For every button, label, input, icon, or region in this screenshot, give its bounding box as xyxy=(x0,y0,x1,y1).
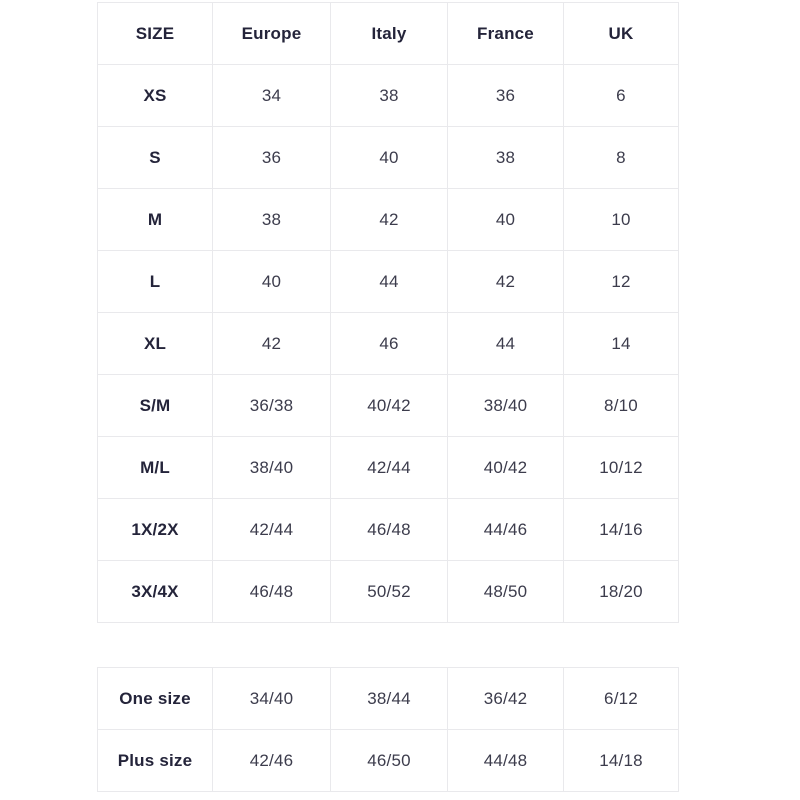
table-row: L 40 44 42 12 xyxy=(97,250,679,313)
cell-europe: 42 xyxy=(212,312,331,375)
table-body: One size 34/40 38/44 36/42 6/12 Plus siz… xyxy=(97,667,679,792)
cell-france: 44/46 xyxy=(447,498,564,561)
cell-italy: 40/42 xyxy=(330,374,448,437)
cell-europe: 36/38 xyxy=(212,374,331,437)
cell-uk: 6 xyxy=(563,64,679,127)
header-row: SIZE Europe Italy France UK xyxy=(97,2,679,65)
table-row: 1X/2X 42/44 46/48 44/46 14/16 xyxy=(97,498,679,561)
cell-europe: 36 xyxy=(212,126,331,189)
size-conversion-table: SIZE Europe Italy France UK XS 34 38 36 … xyxy=(97,2,679,623)
cell-uk: 10/12 xyxy=(563,436,679,499)
cell-italy: 46/48 xyxy=(330,498,448,561)
row-label-size: 3X/4X xyxy=(97,560,213,623)
cell-europe: 38 xyxy=(212,188,331,251)
cell-uk: 14 xyxy=(563,312,679,375)
cell-uk: 12 xyxy=(563,250,679,313)
cell-uk: 18/20 xyxy=(563,560,679,623)
cell-italy: 38/44 xyxy=(330,667,448,730)
cell-uk: 14/18 xyxy=(563,729,679,792)
table-body: XS 34 38 36 6 S 36 40 38 8 M 38 42 xyxy=(97,64,679,623)
column-header-france: France xyxy=(447,2,564,65)
row-label-size: XS xyxy=(97,64,213,127)
cell-italy: 44 xyxy=(330,250,448,313)
table-header: SIZE Europe Italy France UK xyxy=(97,2,679,65)
cell-europe: 40 xyxy=(212,250,331,313)
row-label-size: 1X/2X xyxy=(97,498,213,561)
row-label-size: S/M xyxy=(97,374,213,437)
column-header-europe: Europe xyxy=(212,2,331,65)
cell-uk: 8/10 xyxy=(563,374,679,437)
table-row: M 38 42 40 10 xyxy=(97,188,679,251)
cell-italy: 38 xyxy=(330,64,448,127)
table-row: XL 42 46 44 14 xyxy=(97,312,679,375)
cell-europe: 46/48 xyxy=(212,560,331,623)
table-row: Plus size 42/46 46/50 44/48 14/18 xyxy=(97,729,679,792)
row-label-one-size: One size xyxy=(97,667,213,730)
row-label-plus-size: Plus size xyxy=(97,729,213,792)
table-row: 3X/4X 46/48 50/52 48/50 18/20 xyxy=(97,560,679,623)
table-row: One size 34/40 38/44 36/42 6/12 xyxy=(97,667,679,730)
cell-europe: 42/44 xyxy=(212,498,331,561)
cell-europe: 42/46 xyxy=(212,729,331,792)
row-label-size: M/L xyxy=(97,436,213,499)
cell-france: 38 xyxy=(447,126,564,189)
cell-italy: 50/52 xyxy=(330,560,448,623)
cell-uk: 8 xyxy=(563,126,679,189)
one-size-plus-size-table: One size 34/40 38/44 36/42 6/12 Plus siz… xyxy=(97,667,679,792)
row-label-size: L xyxy=(97,250,213,313)
cell-europe: 34/40 xyxy=(212,667,331,730)
column-header-italy: Italy xyxy=(330,2,448,65)
table-row: XS 34 38 36 6 xyxy=(97,64,679,127)
cell-italy: 46/50 xyxy=(330,729,448,792)
cell-italy: 46 xyxy=(330,312,448,375)
cell-italy: 42/44 xyxy=(330,436,448,499)
cell-uk: 6/12 xyxy=(563,667,679,730)
cell-france: 40/42 xyxy=(447,436,564,499)
row-label-size: XL xyxy=(97,312,213,375)
cell-france: 36/42 xyxy=(447,667,564,730)
cell-france: 36 xyxy=(447,64,564,127)
cell-france: 42 xyxy=(447,250,564,313)
row-label-size: M xyxy=(97,188,213,251)
cell-france: 48/50 xyxy=(447,560,564,623)
cell-italy: 40 xyxy=(330,126,448,189)
cell-uk: 10 xyxy=(563,188,679,251)
column-header-size: SIZE xyxy=(97,2,213,65)
column-header-uk: UK xyxy=(563,2,679,65)
secondary-size-table-container: One size 34/40 38/44 36/42 6/12 Plus siz… xyxy=(97,667,679,792)
main-size-table-container: SIZE Europe Italy France UK XS 34 38 36 … xyxy=(97,2,679,623)
cell-france: 40 xyxy=(447,188,564,251)
cell-uk: 14/16 xyxy=(563,498,679,561)
cell-europe: 38/40 xyxy=(212,436,331,499)
table-row: S 36 40 38 8 xyxy=(97,126,679,189)
cell-europe: 34 xyxy=(212,64,331,127)
table-row: S/M 36/38 40/42 38/40 8/10 xyxy=(97,374,679,437)
cell-france: 44/48 xyxy=(447,729,564,792)
row-label-size: S xyxy=(97,126,213,189)
cell-france: 38/40 xyxy=(447,374,564,437)
cell-italy: 42 xyxy=(330,188,448,251)
table-row: M/L 38/40 42/44 40/42 10/12 xyxy=(97,436,679,499)
cell-france: 44 xyxy=(447,312,564,375)
